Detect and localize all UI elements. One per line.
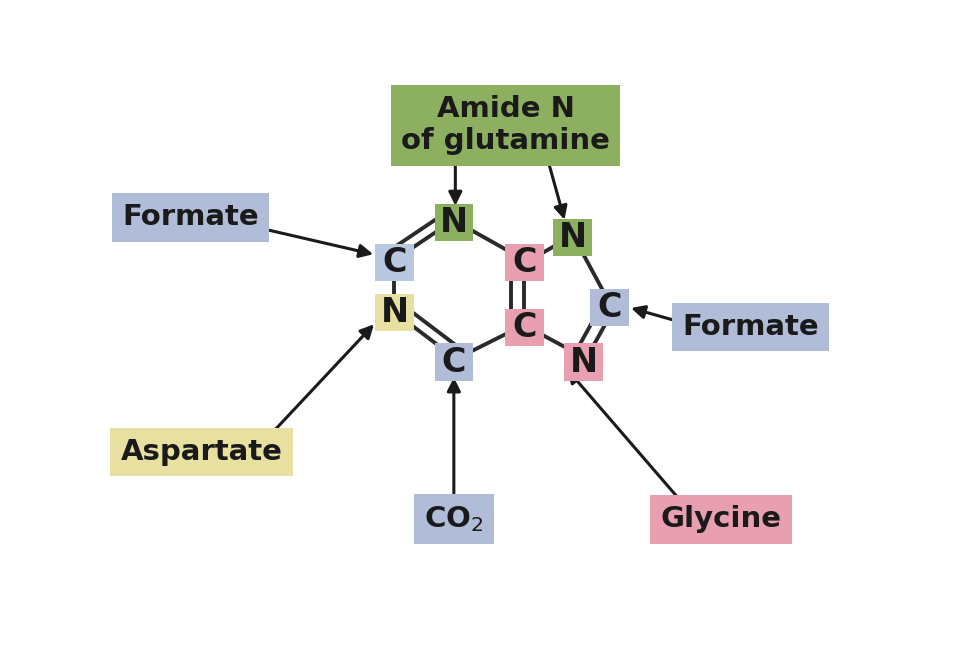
Text: C: C xyxy=(598,291,622,324)
FancyBboxPatch shape xyxy=(505,244,544,281)
FancyBboxPatch shape xyxy=(505,308,544,346)
Text: Aspartate: Aspartate xyxy=(121,438,283,466)
Text: CO$_2$: CO$_2$ xyxy=(424,504,484,534)
Text: Formate: Formate xyxy=(122,203,259,231)
Text: N: N xyxy=(440,206,468,239)
FancyBboxPatch shape xyxy=(376,294,414,331)
Text: Amide N
of glutamine: Amide N of glutamine xyxy=(401,95,610,156)
Text: N: N xyxy=(570,345,598,378)
Text: Formate: Formate xyxy=(682,313,819,341)
Text: C: C xyxy=(442,345,467,378)
FancyBboxPatch shape xyxy=(376,244,414,281)
Text: C: C xyxy=(513,246,536,279)
FancyBboxPatch shape xyxy=(564,343,604,381)
FancyBboxPatch shape xyxy=(435,203,473,241)
Text: C: C xyxy=(513,311,536,343)
Text: N: N xyxy=(380,295,408,329)
FancyBboxPatch shape xyxy=(590,288,629,326)
FancyBboxPatch shape xyxy=(554,219,592,256)
Text: N: N xyxy=(559,221,586,254)
Text: Glycine: Glycine xyxy=(661,505,782,533)
Text: C: C xyxy=(382,246,407,279)
FancyBboxPatch shape xyxy=(435,343,473,381)
